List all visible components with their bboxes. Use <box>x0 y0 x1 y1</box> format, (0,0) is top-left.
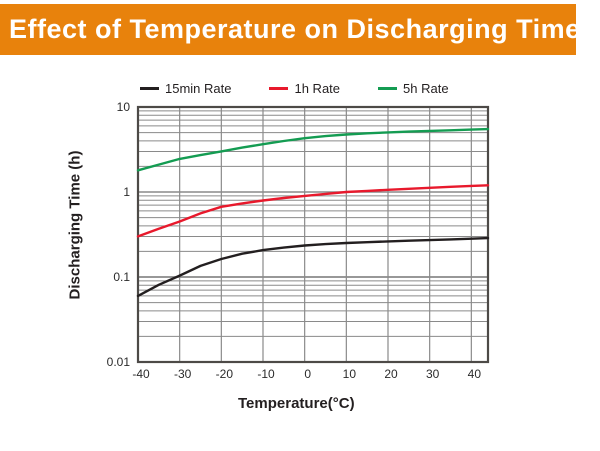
series-line-5h-rate <box>136 127 490 172</box>
x-tick-label: -20 <box>215 367 233 381</box>
x-axis-title: Temperature(°C) <box>238 395 355 412</box>
x-tick-label: 40 <box>467 367 482 381</box>
y-tick-label: 1 <box>123 185 130 199</box>
series-line-1h-rate <box>136 184 490 238</box>
series-line-15min-rate <box>136 236 490 298</box>
legend-label: 15min Rate <box>165 81 232 96</box>
x-tick-label: -10 <box>257 367 275 381</box>
x-tick-label: 10 <box>342 367 357 381</box>
x-tick-label: 20 <box>384 367 398 381</box>
x-tick-label: -30 <box>173 367 192 381</box>
chart-legend: 15min Rate 1h Rate 5h Rate <box>140 81 449 96</box>
y-tick-label: 0.1 <box>113 270 130 284</box>
legend-item-15min-rate: 15min Rate <box>140 81 231 96</box>
legend-label: 5h Rate <box>403 81 449 96</box>
legend-swatch <box>269 87 289 90</box>
x-tick-label: -40 <box>132 367 150 381</box>
legend-item-5h-rate: 5h Rate <box>378 81 449 96</box>
legend-item-1h-rate: 1h Rate <box>269 81 340 96</box>
y-axis-title: Discharging Time (h) <box>66 150 84 300</box>
plot-border <box>136 105 490 364</box>
page-title: Effect of Temperature on Discharging Tim… <box>0 4 580 55</box>
legend-label: 1h Rate <box>294 81 341 96</box>
x-tick-label: 30 <box>425 367 440 381</box>
legend-swatch <box>378 87 398 90</box>
y-tick-label: 0.01 <box>106 355 130 369</box>
y-tick-label: 10 <box>116 100 130 114</box>
legend-swatch <box>140 87 159 90</box>
x-tick-label: 0 <box>304 367 311 381</box>
